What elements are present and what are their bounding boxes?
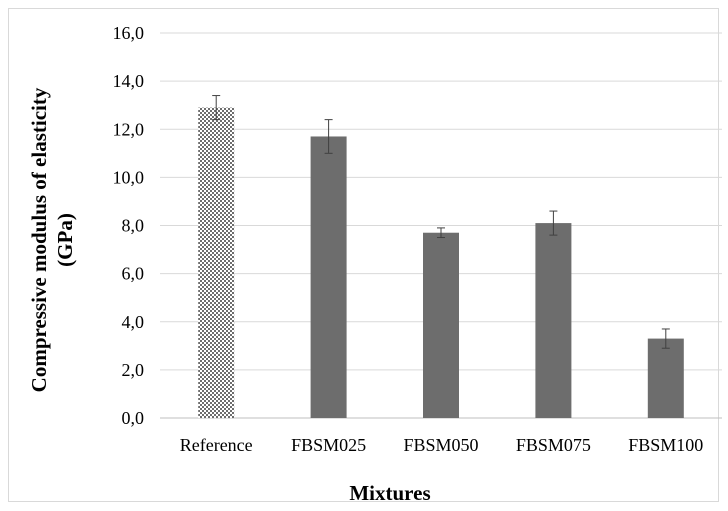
y-tick-label: 14,0 [113,71,145,91]
error-bar-fbsm075 [549,210,558,236]
y-tick-label: 6,0 [122,264,145,284]
bar-fbsm025 [310,136,347,418]
error-bar-reference [212,95,221,121]
x-category-label: Reference [180,435,253,455]
y-tick-label: 16,0 [113,23,145,43]
y-tick-label: 2,0 [122,360,145,380]
y-tick-label: 4,0 [122,312,145,332]
y-axis-title-line2: (GPa) [53,213,77,267]
y-tick-label: 12,0 [113,119,145,139]
x-category-label: FBSM050 [403,435,478,455]
y-tick-labels: 0,0 2,0 4,0 6,0 8,0 10,0 12,0 14,0 16,0 [113,23,145,428]
chart-frame [8,8,719,502]
bar-reference [198,107,235,418]
x-category-label: FBSM100 [628,435,703,455]
y-axis-title-unit: (GPa) [53,213,77,267]
bar-fbsm050 [423,232,459,418]
x-category-label: FBSM075 [516,435,591,455]
gridlines [160,32,722,419]
y-tick-label: 0,0 [122,408,145,428]
error-bars [212,95,670,349]
y-tick-label: 8,0 [122,216,145,236]
bar-fbsm075 [535,223,572,418]
y-axis-title: Compressive modulus of elasticity [27,87,51,392]
x-category-label: FBSM025 [291,435,366,455]
bars [198,107,684,418]
bar-fbsm100 [647,338,684,418]
x-category-labels: Reference FBSM025 FBSM050 FBSM075 FBSM100 [180,435,704,455]
y-axis-title-line1: Compressive modulus of elasticity [27,87,51,392]
y-tick-label: 10,0 [113,167,145,187]
x-axis-title: Mixtures [349,481,430,505]
error-bar-fbsm025 [324,119,333,154]
error-bar-fbsm100 [661,328,670,349]
error-bar-fbsm050 [437,227,445,239]
